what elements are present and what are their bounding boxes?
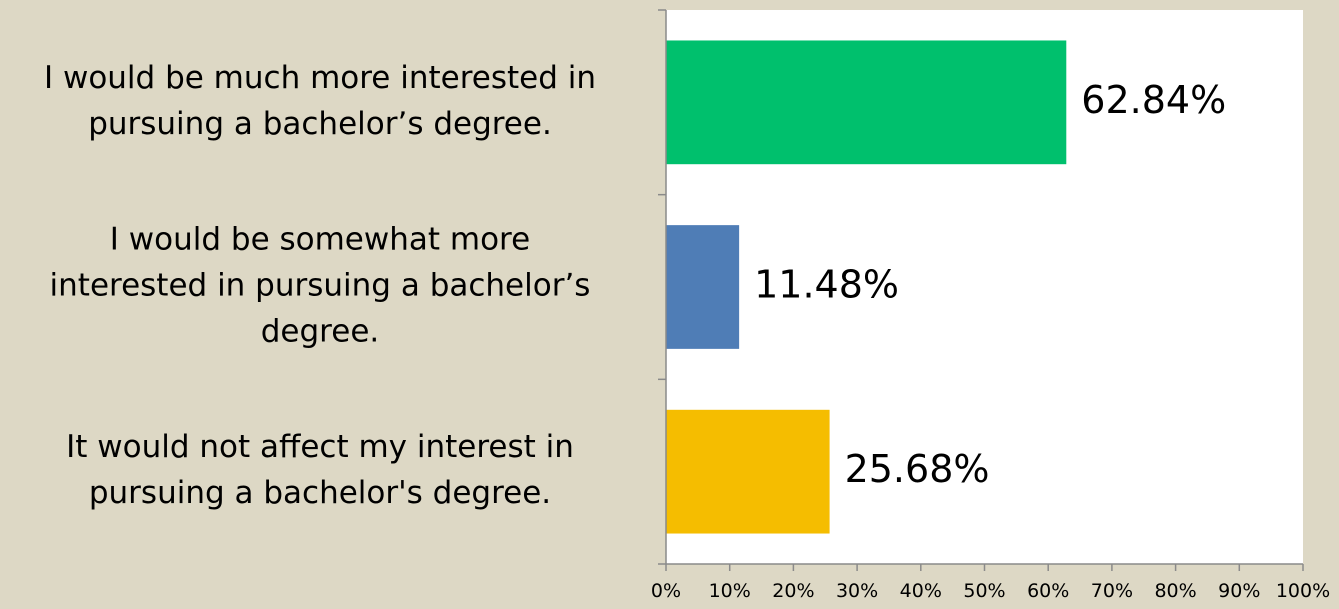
x-tick-label: 80% xyxy=(1154,580,1196,602)
bar-1 xyxy=(666,40,1067,165)
data-label-3: 25.68% xyxy=(845,447,990,491)
bars-group xyxy=(666,40,1067,534)
category-label-line: It would not affect my interest in xyxy=(66,429,574,465)
x-tick-label: 0% xyxy=(651,580,681,602)
x-tick-label: 70% xyxy=(1091,580,1133,602)
x-tick-label: 30% xyxy=(836,580,878,602)
category-label-line: I would be somewhat more xyxy=(110,222,530,258)
x-tick-label: 100% xyxy=(1276,580,1330,602)
category-label-line: pursuing a bachelor’s degree. xyxy=(88,106,552,142)
category-label-line: degree. xyxy=(261,314,380,350)
x-tick-label: 40% xyxy=(900,580,942,602)
x-tick-label: 10% xyxy=(709,580,751,602)
axes xyxy=(658,9,1304,571)
x-axis-ticks: 0% 10% 20% 30% 40% 50% 60% 70% 80% 90% 100% xyxy=(651,580,1330,602)
data-label-2: 11.48% xyxy=(754,263,899,307)
category-labels: I would be much more interested in pursui… xyxy=(44,60,596,511)
category-label-3: It would not affect my interest in pursui… xyxy=(66,429,574,511)
category-label-line: pursuing a bachelor's degree. xyxy=(89,475,551,511)
bar-2 xyxy=(666,225,740,349)
data-labels: 62.84% 11.48% 25.68% xyxy=(754,78,1226,491)
x-tick-label: 20% xyxy=(772,580,814,602)
category-label-2: I would be somewhat more interested in pu… xyxy=(50,222,591,350)
category-label-line: I would be much more interested in xyxy=(44,60,596,96)
x-tick-label: 60% xyxy=(1027,580,1069,602)
x-tick-label: 90% xyxy=(1218,580,1260,602)
x-tick-label: 50% xyxy=(963,580,1005,602)
bar-3 xyxy=(666,409,830,534)
category-label-1: I would be much more interested in pursui… xyxy=(44,60,596,142)
data-label-1: 62.84% xyxy=(1081,78,1226,122)
category-label-line: interested in pursuing a bachelor’s xyxy=(50,268,591,304)
